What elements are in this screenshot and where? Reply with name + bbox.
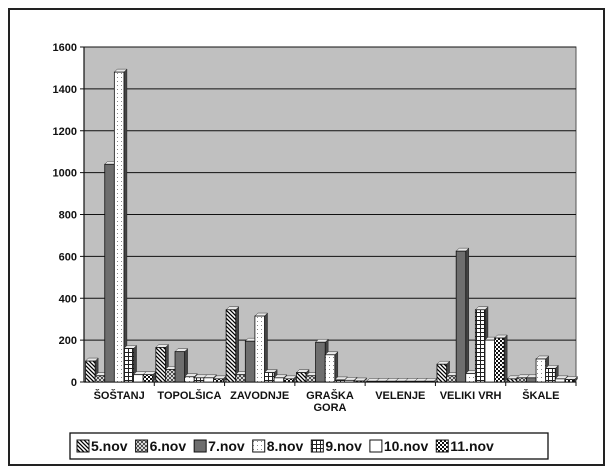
bar	[455, 250, 467, 383]
bar	[423, 380, 435, 383]
legend-swatch	[310, 439, 324, 453]
bar	[244, 340, 256, 383]
legend-label: 6.nov	[150, 438, 187, 454]
bar	[375, 380, 387, 383]
bar	[94, 375, 106, 383]
x-tick-label: ŠKALE	[522, 389, 559, 402]
bar	[414, 380, 425, 383]
legend-label: 5.nov	[91, 438, 128, 454]
legend-label: 9.nov	[325, 438, 362, 454]
legend-label: 10.nov	[384, 438, 429, 454]
legend-box	[69, 432, 549, 460]
x-tick-label: ŠOŠTANJ	[94, 389, 145, 402]
bar-side	[123, 68, 128, 383]
bar	[474, 309, 486, 383]
bar	[366, 380, 377, 383]
bar	[142, 374, 154, 383]
bar	[324, 354, 336, 383]
bar	[526, 377, 537, 383]
bar	[254, 315, 265, 383]
bar	[353, 380, 365, 383]
y-tick-label: 600	[59, 251, 77, 263]
bar	[436, 363, 447, 383]
y-tick-label: 0	[71, 377, 77, 389]
legend-swatch	[435, 439, 449, 453]
bar	[315, 341, 326, 383]
bar-side	[465, 247, 469, 383]
bar	[484, 339, 495, 383]
y-tick-label: 200	[59, 335, 77, 347]
bar	[305, 375, 317, 383]
legend-swatch	[369, 439, 383, 453]
bar	[564, 379, 575, 383]
bar	[85, 360, 96, 383]
bar-side	[235, 306, 239, 383]
x-tick-label: TOPOLŠICA	[157, 389, 221, 402]
bar	[184, 376, 195, 383]
bar	[506, 378, 518, 383]
bar	[283, 378, 294, 383]
bar	[113, 71, 125, 383]
legend-swatch	[135, 439, 149, 453]
bar	[334, 379, 345, 383]
bar	[165, 369, 176, 383]
legend-label: 7.nov	[208, 438, 245, 454]
bar-side	[503, 334, 508, 383]
bar	[225, 309, 237, 383]
x-tick-label: GORA	[314, 402, 347, 414]
legend: 5.nov 6.nov 7.nov 8.nov 9.nov 10.nov 11.nov	[69, 432, 549, 460]
bar	[264, 372, 275, 383]
legend-label: 11.nov	[450, 438, 494, 454]
bar	[516, 377, 527, 383]
bar	[123, 348, 134, 383]
y-tick-label: 400	[59, 293, 77, 305]
legend-swatch	[193, 439, 207, 453]
bar	[155, 347, 166, 383]
plot-area: 0 200 400 600 800 1000 1200 1400 1600 ŠOŠTANJ TOPO…	[53, 42, 578, 414]
bar	[404, 380, 416, 383]
bar	[395, 380, 406, 383]
x-tick-label: VELIKI VRH	[440, 390, 502, 402]
y-tick-label: 800	[59, 210, 77, 222]
x-tick-label: ZAVODNJE	[230, 390, 289, 402]
bar	[494, 337, 505, 383]
y-tick-label: 1400	[53, 84, 77, 96]
legend-label: 8.nov	[267, 438, 304, 454]
x-tick-label: GRAŠKA	[306, 389, 354, 402]
y-tick-label: 1600	[53, 42, 77, 54]
bar	[133, 374, 144, 383]
y-tick-label: 1000	[53, 168, 77, 180]
bar	[235, 374, 246, 383]
bar	[343, 379, 355, 383]
bar	[545, 367, 556, 383]
y-tick-label: 1200	[53, 126, 77, 138]
bar	[174, 351, 186, 383]
bar	[193, 377, 205, 383]
x-tick-label: VELENJE	[375, 390, 425, 402]
legend-swatch	[252, 439, 266, 453]
bar	[273, 377, 285, 383]
bar	[385, 380, 396, 383]
bar	[213, 378, 224, 383]
legend-swatch	[76, 439, 90, 453]
bar	[295, 372, 307, 383]
bar	[104, 163, 115, 383]
bar	[535, 358, 547, 383]
bar	[465, 373, 476, 383]
bar	[203, 377, 214, 383]
bar	[554, 378, 566, 383]
bar	[446, 375, 457, 383]
